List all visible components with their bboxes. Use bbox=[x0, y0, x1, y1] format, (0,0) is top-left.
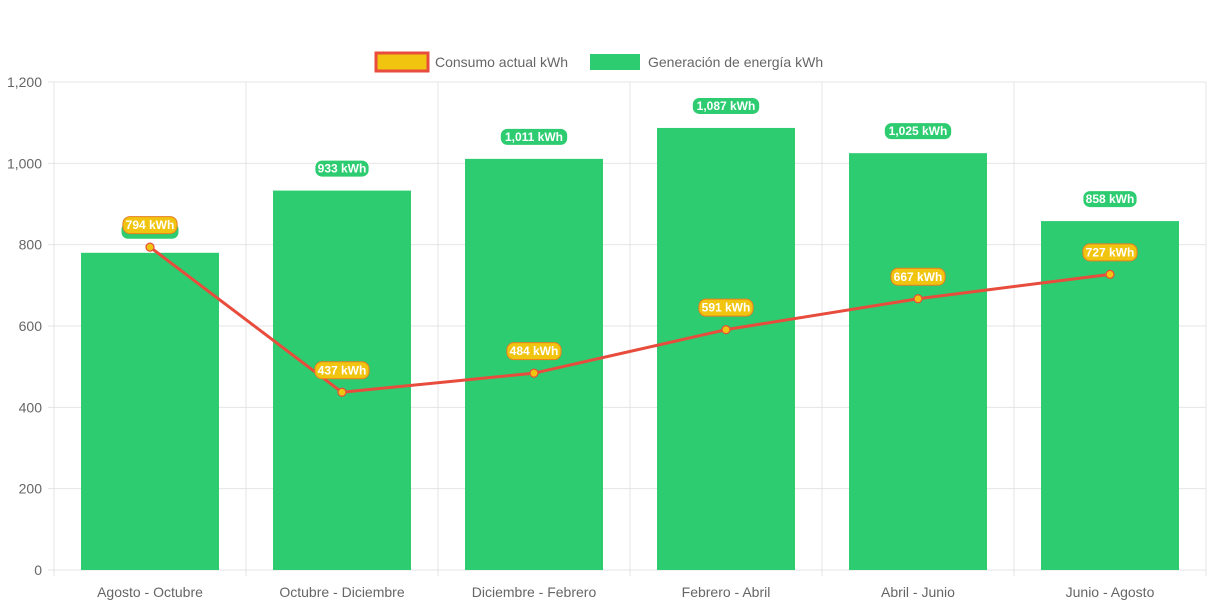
consumption-data-label: 794 kWh bbox=[122, 216, 178, 235]
consumption-point[interactable] bbox=[145, 242, 155, 252]
consumption-data-label-bg bbox=[1082, 243, 1138, 262]
generation-data-label: 1,011 kWh bbox=[499, 127, 569, 146]
consumption-data-label-bg bbox=[314, 361, 370, 380]
x-tick-label: Agosto - Octubre bbox=[97, 584, 203, 600]
legend-label-generation: Generación de energía kWh bbox=[648, 54, 823, 70]
consumption-data-label: 437 kWh bbox=[314, 361, 370, 380]
legend[interactable]: Consumo actual kWh Generación de energía… bbox=[374, 51, 823, 73]
generation-data-label-text: 933 kWh bbox=[318, 162, 367, 176]
consumption-data-label-bg bbox=[122, 216, 178, 235]
generation-data-label: 1,087 kWh bbox=[691, 96, 761, 115]
y-tick-label: 1,000 bbox=[7, 155, 42, 171]
y-tick-label: 200 bbox=[19, 481, 43, 497]
generation-data-label-bg bbox=[691, 96, 761, 115]
generation-data-label-text: 1,087 kWh bbox=[697, 99, 756, 113]
legend-item-generation[interactable]: Generación de energía kWh bbox=[590, 54, 823, 70]
x-tick-label: Octubre - Diciembre bbox=[279, 584, 404, 600]
consumption-data-label-text: 591 kWh bbox=[702, 301, 751, 315]
y-tick-label: 400 bbox=[19, 399, 43, 415]
generation-bar[interactable] bbox=[657, 127, 795, 570]
generation-data-label-bg bbox=[499, 127, 569, 146]
generation-bar[interactable] bbox=[465, 158, 603, 571]
y-tick-label: 600 bbox=[19, 318, 43, 334]
consumption-data-label: 727 kWh bbox=[1082, 243, 1138, 262]
consumption-data-labels: 794 kWh 437 kWh 484 kWh 591 kWh 667 kWh 727 k… bbox=[122, 216, 1138, 380]
legend-swatch-generation bbox=[590, 54, 640, 70]
consumption-point[interactable] bbox=[721, 325, 731, 335]
generation-data-label-text: 1,011 kWh bbox=[505, 130, 563, 144]
consumption-data-label: 591 kWh bbox=[698, 298, 754, 317]
y-tick-label: 0 bbox=[34, 562, 42, 578]
consumption-data-label-bg bbox=[506, 342, 562, 361]
legend-item-consumption[interactable]: Consumo actual kWh bbox=[374, 51, 568, 73]
consumption-point[interactable] bbox=[913, 294, 923, 304]
generation-bar[interactable] bbox=[273, 190, 411, 570]
generation-data-label-text: 1,025 kWh bbox=[889, 124, 948, 138]
y-tick-label: 800 bbox=[19, 237, 43, 253]
consumption-data-label-bg bbox=[890, 267, 946, 286]
grid bbox=[48, 81, 1207, 576]
legend-swatch-consumption bbox=[374, 51, 430, 73]
x-tick-label: Junio - Agosto bbox=[1066, 584, 1155, 600]
generation-bars bbox=[81, 127, 1179, 571]
consumption-line-path bbox=[149, 245, 1111, 394]
generation-data-label: 858 kWh bbox=[1082, 190, 1138, 209]
consumption-point[interactable] bbox=[529, 368, 539, 378]
consumption-data-label-text: 667 kWh bbox=[894, 270, 943, 284]
generation-data-label-bg bbox=[314, 159, 370, 178]
x-tick-label: Abril - Junio bbox=[881, 584, 955, 600]
consumption-data-label: 484 kWh bbox=[506, 342, 562, 361]
legend-label-consumption: Consumo actual kWh bbox=[435, 54, 568, 70]
consumption-data-label-text: 727 kWh bbox=[1086, 245, 1135, 259]
generation-bar[interactable] bbox=[849, 153, 987, 570]
x-axis-ticks: Agosto - Octubre Octubre - Diciembre Dicie… bbox=[97, 584, 1154, 600]
generation-data-label: 933 kWh bbox=[314, 159, 370, 178]
generation-bar[interactable] bbox=[81, 252, 219, 571]
generation-data-labels: 933 kWh 1,011 kWh 1,087 kWh 1,025 kWh 858 kW… bbox=[120, 96, 1138, 240]
generation-data-label-bg bbox=[883, 122, 953, 141]
consumption-line bbox=[145, 242, 1115, 397]
x-tick-label: Diciembre - Febrero bbox=[472, 584, 597, 600]
generation-data-label: 1,025 kWh bbox=[883, 122, 953, 141]
consumption-data-label: 667 kWh bbox=[890, 267, 946, 286]
y-axis-ticks: 0 200 400 600 800 1,000 1,200 bbox=[7, 74, 42, 578]
consumption-data-label-text: 794 kWh bbox=[126, 218, 175, 232]
consumption-data-label-bg bbox=[698, 298, 754, 317]
consumption-data-label-text: 484 kWh bbox=[510, 344, 559, 358]
consumption-point[interactable] bbox=[337, 387, 347, 397]
consumption-point[interactable] bbox=[1105, 269, 1115, 279]
generation-data-label-text: 858 kWh bbox=[1086, 192, 1135, 206]
generation-data-label-bg bbox=[1082, 190, 1138, 209]
y-tick-label: 1,200 bbox=[7, 74, 42, 90]
x-tick-label: Febrero - Abril bbox=[682, 584, 771, 600]
consumption-data-label-text: 437 kWh bbox=[318, 363, 367, 377]
